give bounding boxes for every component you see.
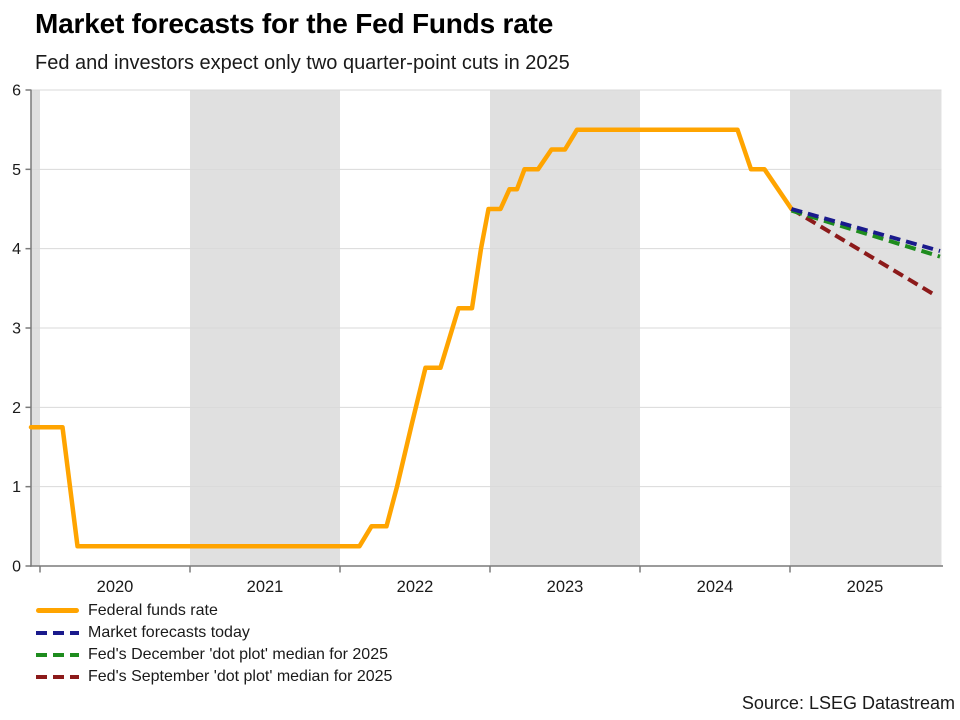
- legend-item-september-dot-plot: Fed's September 'dot plot' median for 20…: [36, 668, 392, 685]
- y-tick-label: 0: [12, 559, 21, 576]
- x-tick-label: 2021: [247, 578, 284, 596]
- x-tick-label: 2023: [547, 578, 584, 596]
- chart-title: Market forecasts for the Fed Funds rate: [35, 8, 554, 39]
- legend-label: Market forecasts today: [88, 623, 250, 641]
- legend-label: Fed's September 'dot plot' median for 20…: [88, 667, 393, 685]
- x-tick-label: 2020: [97, 578, 134, 596]
- legend-label: Federal funds rate: [88, 601, 218, 619]
- source-note: Source: LSEG Datastream: [741, 693, 955, 713]
- y-tick-label: 2: [12, 400, 21, 417]
- legend-item-federal-funds-rate: Federal funds rate: [36, 602, 392, 619]
- y-tick-label: 4: [12, 241, 21, 258]
- legend-dashed-line-icon: [36, 630, 79, 635]
- x-tick-label: 2024: [697, 578, 734, 596]
- line-market-forecasts-today: [790, 207, 941, 253]
- legend-label: Fed's December 'dot plot' median for 202…: [88, 645, 388, 663]
- y-tick-label: 5: [12, 162, 21, 179]
- line-fed-s-december-dot-plot-median-for-2025: [790, 208, 941, 259]
- x-tick-label: 2022: [397, 578, 434, 596]
- legend-item-december-dot-plot: Fed's December 'dot plot' median for 202…: [36, 646, 392, 663]
- y-tick-label: 3: [12, 321, 21, 338]
- y-tick-label: 1: [12, 479, 21, 496]
- chart-subtitle: Fed and investors expect only two quarte…: [35, 52, 570, 74]
- line-federal-funds-rate: [28, 127, 794, 549]
- legend-solid-line-icon: [36, 608, 79, 613]
- legend-dashed-line-icon: [36, 652, 79, 657]
- y-tick-label: 6: [12, 83, 21, 100]
- legend: Federal funds rate Market forecasts toda…: [36, 602, 392, 690]
- legend-dashed-line-icon: [36, 674, 79, 679]
- chart-canvas: 0 1 2 3 4 5 6 2020 2021 2022 2023 2024 2025: [12, 83, 943, 596]
- line-fed-s-september-dot-plot-median-for-2025: [790, 207, 939, 299]
- x-tick-label: 2025: [847, 578, 884, 596]
- legend-item-market-forecasts-today: Market forecasts today: [36, 624, 392, 641]
